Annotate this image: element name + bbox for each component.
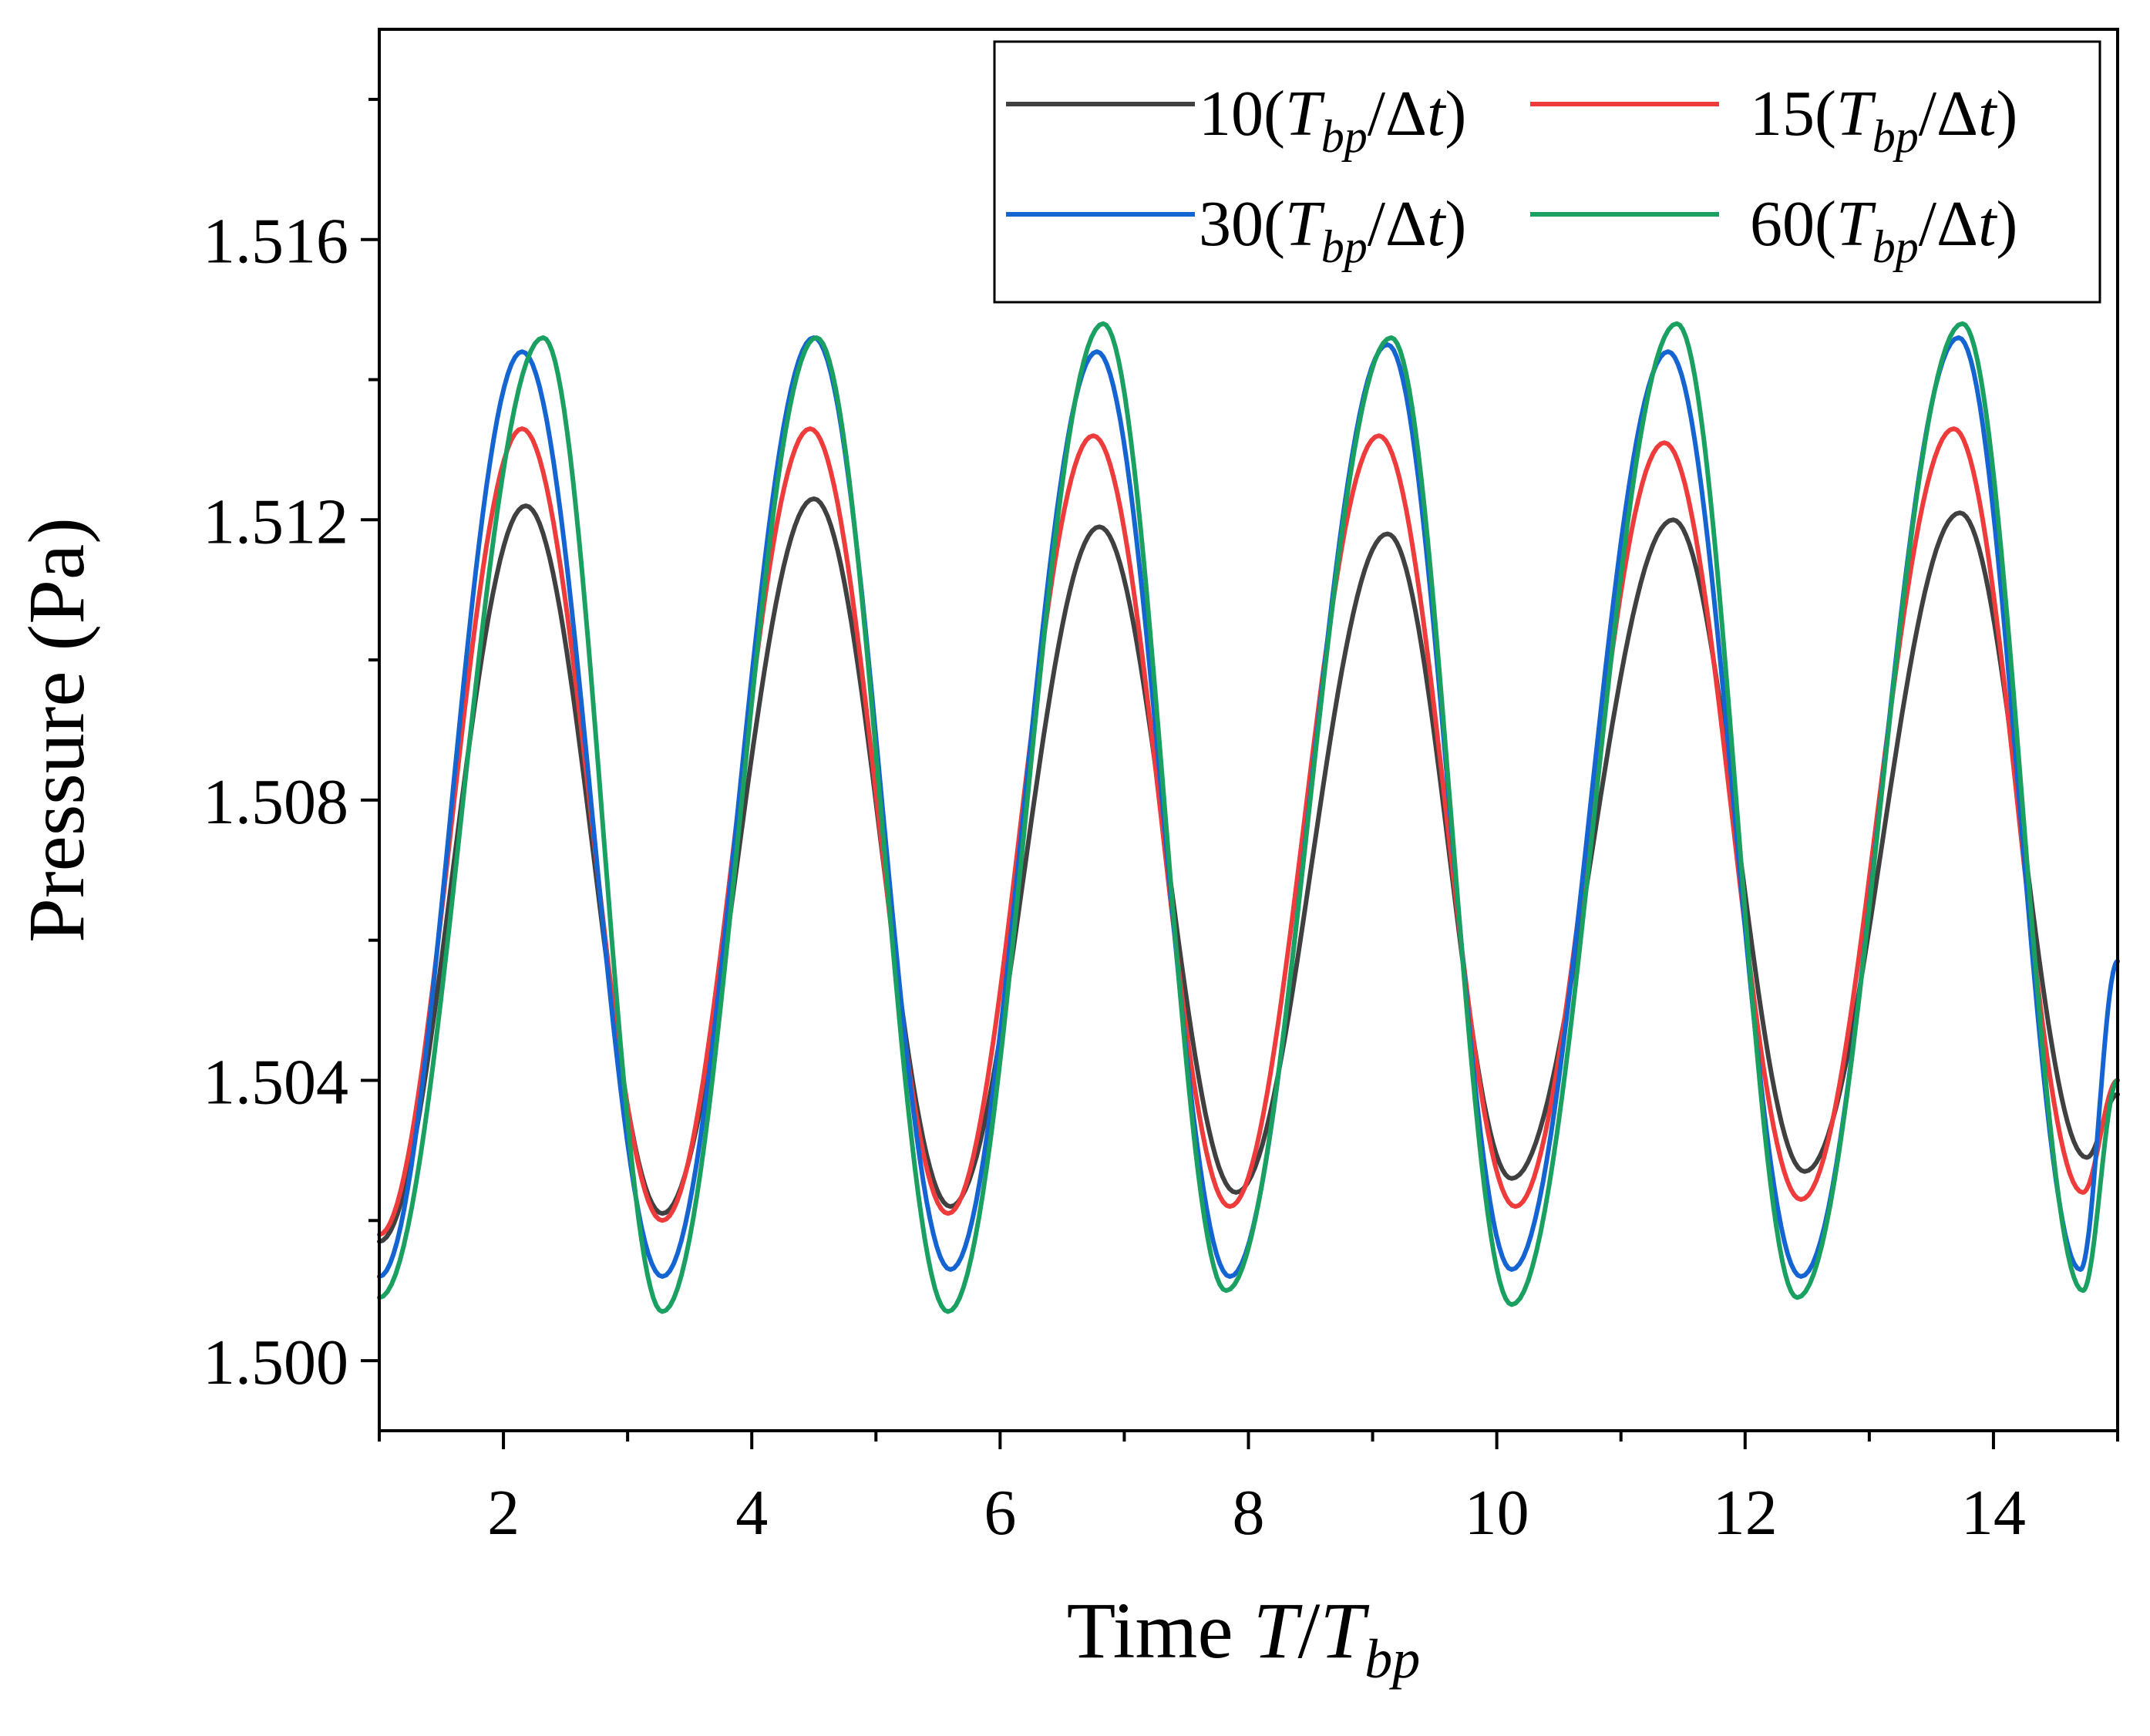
x-tick-label: 12: [1713, 1477, 1778, 1549]
legend-label: 60(Tbp/Δt): [1750, 188, 2017, 272]
x-axis-title: Time T/Tbp: [1067, 1586, 1420, 1690]
series-line-15: [377, 426, 2120, 1237]
legend: 10(Tbp/Δt) 15(Tbp/Δt) 30(Tbp/Δt) 60(Tbp/Δt): [993, 40, 2101, 304]
legend-label: 10(Tbp/Δt): [1199, 78, 1466, 162]
y-tick-label: 1.516: [203, 206, 348, 278]
y-axis-title: Pressure (Pa): [12, 517, 101, 943]
x-tick-label: 4: [735, 1477, 768, 1549]
y-tick-label: 1.508: [203, 766, 348, 838]
series-line-60: [377, 321, 2120, 1314]
x-axis: 2 4 6 8 10 12 14: [378, 1431, 2119, 1549]
y-tick-label: 1.512: [203, 486, 348, 557]
x-tick-label: 14: [1961, 1477, 2026, 1549]
x-tick-label: 6: [984, 1477, 1016, 1549]
x-tick-label: 2: [487, 1477, 520, 1549]
y-tick-label: 1.504: [203, 1047, 348, 1119]
y-axis: 1.500 1.504 1.508 1.512 1.516: [203, 97, 379, 1398]
legend-item-15: 15(Tbp/Δt): [1530, 78, 2017, 162]
series-layer: [377, 321, 2120, 1314]
legend-item-60: 60(Tbp/Δt): [1530, 188, 2017, 272]
legend-label: 15(Tbp/Δt): [1750, 78, 2017, 162]
y-tick-label: 1.500: [203, 1327, 348, 1398]
legend-item-10: 10(Tbp/Δt): [1006, 78, 1466, 162]
legend-label: 30(Tbp/Δt): [1199, 188, 1466, 272]
legend-item-30: 30(Tbp/Δt): [1006, 188, 1466, 272]
legend-box: [993, 40, 2101, 304]
x-tick-label: 8: [1233, 1477, 1265, 1549]
x-tick-label: 10: [1465, 1477, 1529, 1549]
